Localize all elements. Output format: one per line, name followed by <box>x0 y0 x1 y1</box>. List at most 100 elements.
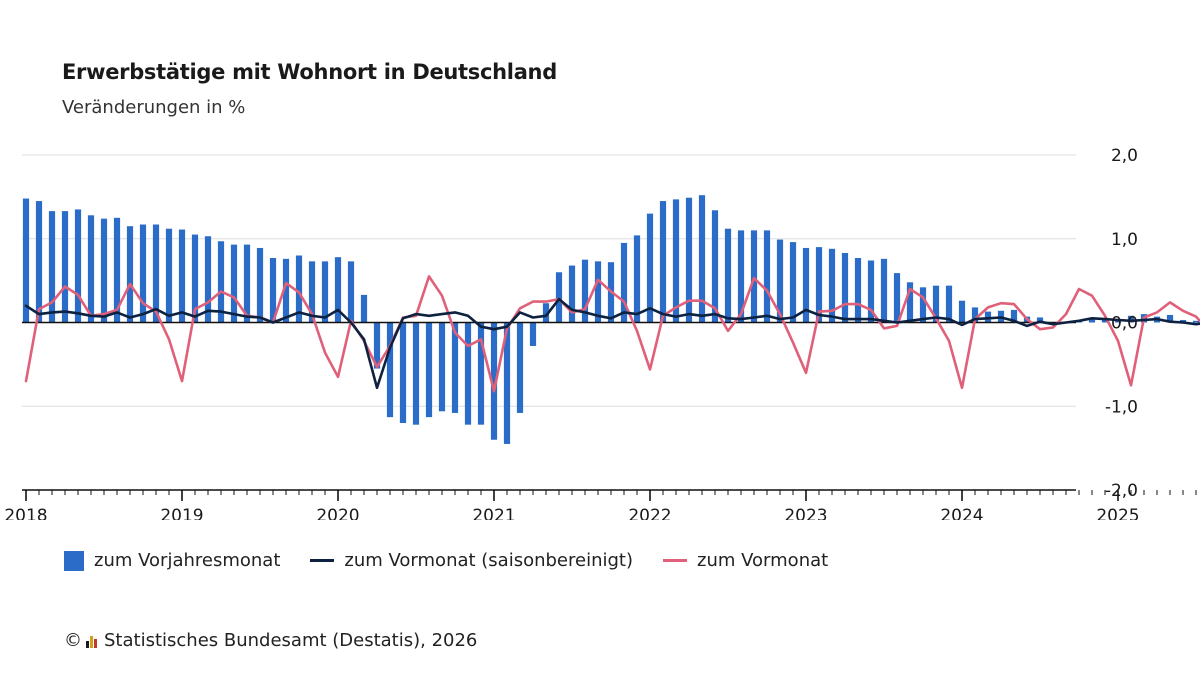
y-tick-label: 2,0 <box>1111 146 1138 166</box>
legend-label: zum Vormonat (saisonbereinigt) <box>344 550 634 571</box>
y-tick-label: 1,0 <box>1111 230 1138 250</box>
bar <box>477 322 485 425</box>
bar <box>139 224 147 323</box>
bar <box>737 230 745 323</box>
bar <box>334 257 342 323</box>
y-tick-label: 0,0 <box>1111 314 1138 334</box>
source-text: Statistisches Bundesamt (Destatis), 2026 <box>104 630 478 651</box>
bar <box>542 303 550 323</box>
bar <box>698 195 706 323</box>
bar <box>191 234 199 323</box>
bar <box>321 261 329 323</box>
bar <box>490 322 498 440</box>
line-series <box>24 275 1200 393</box>
bar <box>568 265 576 323</box>
bar <box>1192 320 1200 323</box>
bar <box>802 247 810 323</box>
bar <box>958 300 966 323</box>
bar <box>360 294 368 323</box>
bar <box>594 261 602 323</box>
bar <box>516 322 524 413</box>
bar <box>971 307 979 323</box>
bar <box>464 322 472 425</box>
bar <box>893 273 901 323</box>
legend-label: zum Vorjahresmonat <box>94 550 281 571</box>
bar <box>763 230 771 323</box>
bar <box>880 258 888 323</box>
bar <box>906 282 914 323</box>
bar <box>555 272 563 323</box>
bar <box>438 322 446 412</box>
bar <box>386 322 394 418</box>
bar <box>347 261 355 323</box>
copyright-symbol: © <box>64 630 82 651</box>
bar <box>776 239 784 323</box>
bar <box>867 260 875 323</box>
bar <box>1127 315 1135 323</box>
bar <box>919 287 927 323</box>
bar <box>1088 319 1096 323</box>
bar <box>646 213 654 323</box>
x-tick-label: 2019 <box>160 506 203 520</box>
bar <box>35 201 43 323</box>
bar <box>87 215 95 323</box>
x-tick-label: 2018 <box>4 506 47 520</box>
bar <box>243 244 251 323</box>
x-tick-label: 2023 <box>784 506 827 520</box>
bar <box>789 242 797 323</box>
bar <box>126 226 134 323</box>
bar <box>1010 309 1018 323</box>
legend-item-vorjahresmonat: zum Vorjahresmonat <box>64 550 280 571</box>
bar <box>178 229 186 323</box>
bar <box>100 218 108 323</box>
x-axis: 201820192020202120222023202420252026 <box>4 489 1197 520</box>
bar <box>841 252 849 323</box>
bar <box>48 211 56 323</box>
bar <box>945 285 953 323</box>
legend-swatch-bar <box>64 550 84 571</box>
x-tick-label: 2025 <box>1096 506 1139 520</box>
bar <box>282 258 290 323</box>
y-axis-labels: 2,0 1,0 0,0 -1,0 -2,0 <box>1105 146 1138 501</box>
bar <box>412 322 420 425</box>
chart-subtitle: Veränderungen in % <box>62 97 246 118</box>
bar <box>165 228 173 323</box>
line-vormonat-saisonbereinigt <box>24 297 1200 390</box>
bar <box>750 230 758 323</box>
chart-area: 2,0 1,0 0,0 -1,0 -2,0 2018 2019 2020 2021 2022 20… <box>4 146 1200 520</box>
bar <box>425 322 433 418</box>
bar <box>685 197 693 323</box>
x-tick-label: 2024 <box>940 506 983 520</box>
bar <box>269 258 277 323</box>
bar <box>1101 319 1109 323</box>
bar <box>828 248 836 323</box>
y-tick-label: -2,0 <box>1105 481 1138 501</box>
y-tick-label: -1,0 <box>1105 397 1138 417</box>
bar <box>854 258 862 323</box>
bar <box>308 261 316 323</box>
bar <box>503 322 511 444</box>
bar <box>451 322 459 413</box>
bar <box>659 201 667 323</box>
bar <box>633 235 641 323</box>
bar <box>529 322 537 346</box>
destatis-logo-icon <box>86 634 98 648</box>
bar <box>74 209 82 323</box>
bar <box>113 217 121 323</box>
legend-swatch-line-pink <box>663 559 688 562</box>
bar <box>1166 314 1174 323</box>
bar <box>373 322 381 369</box>
line-vormonat <box>24 275 1200 393</box>
source-note: © Statistisches Bundesamt (Destatis), 20… <box>64 630 477 651</box>
chart-title: Erwerbstätige mit Wohnort in Deutschland <box>62 60 557 84</box>
bar <box>61 211 69 323</box>
bar <box>204 236 212 323</box>
bar <box>1036 317 1044 323</box>
legend: zum Vorjahresmonat zum Vormonat (saisonb… <box>64 550 858 571</box>
legend-item-vormonat: zum Vormonat <box>663 550 828 571</box>
bar <box>22 198 30 323</box>
x-tick-label: 2022 <box>628 506 671 520</box>
legend-label: zum Vormonat <box>697 550 829 571</box>
bar <box>724 228 732 323</box>
bar <box>581 259 589 323</box>
